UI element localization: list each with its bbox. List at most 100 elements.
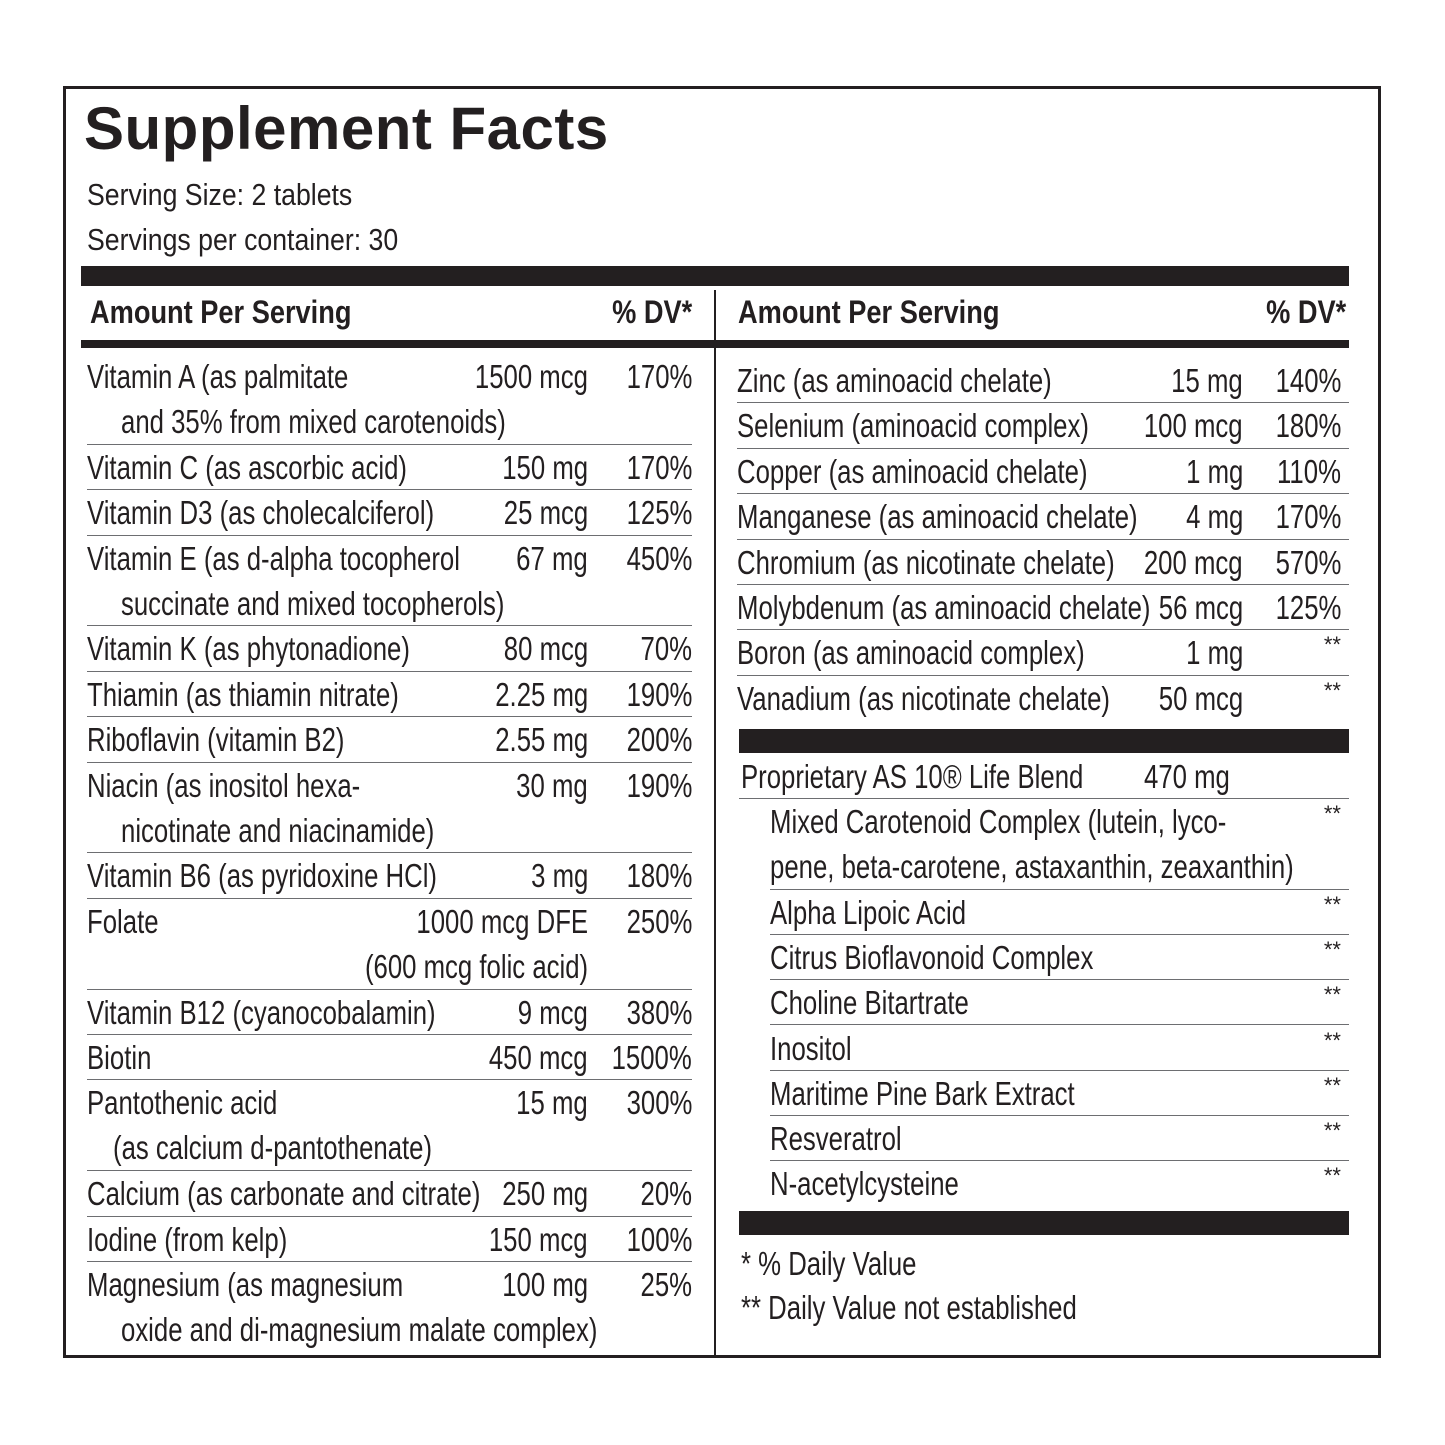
nutrient-name: Vitamin C (as ascorbic acid) xyxy=(87,448,407,486)
table-row: Manganese (as aminoacid chelate) 4 mg 170% xyxy=(737,494,1349,540)
ingredient-dv: ** xyxy=(1323,891,1341,917)
nutrient-amount: 2.25 mg xyxy=(494,675,588,713)
nutrient-name: Vitamin A (as palmitate xyxy=(87,358,349,395)
table-row: Folate 1000 mcg DFE (600 mcg folic acid) 25… xyxy=(87,899,692,990)
blend-ingredient-row: Resveratrol ** xyxy=(770,1116,1349,1162)
nutrient-dv: 200% xyxy=(626,721,692,759)
blend-divider-bar xyxy=(739,729,1349,753)
ingredient-name: Citrus Bioflavonoid Complex xyxy=(770,938,1094,976)
nutrient-dv: 110% xyxy=(1277,452,1341,490)
nutrient-dv: 190% xyxy=(626,675,692,713)
supplement-facts-panel xyxy=(63,86,1381,1358)
nutrient-name: Vanadium (as nicotinate chelate) xyxy=(737,679,1110,717)
nutrient-name: Vitamin D3 (as cholecalciferol) xyxy=(87,494,435,532)
nutrient-dv: 570% xyxy=(1275,543,1341,581)
nutrient-dv: 180% xyxy=(1275,407,1341,445)
nutrient-amount: 150 mg xyxy=(502,448,588,486)
nutrient-amount: 250 mg xyxy=(502,1175,588,1213)
blend-ingredient-row: Citrus Bioflavonoid Complex ** xyxy=(770,935,1349,981)
nutrient-amount: 4 mg xyxy=(1185,498,1243,536)
nutrient-name: Zinc (as aminoacid chelate) xyxy=(737,362,1052,399)
nutrient-amount: 67 mg xyxy=(516,539,588,577)
nutrient-dv: 170% xyxy=(1275,498,1341,536)
nutrient-name-continued: succinate and mixed tocopherols) xyxy=(121,584,505,622)
blend-name: Proprietary AS 10® Life Blend xyxy=(741,758,1084,795)
table-row: Iodine (from kelp) 150 mcg 100% xyxy=(87,1217,692,1262)
nutrient-amount: 450 mcg xyxy=(489,1039,588,1076)
table-row: Vitamin B6 (as pyridoxine HCl) 3 mg 180% xyxy=(87,853,692,899)
nutrient-amount: 50 mcg xyxy=(1158,679,1243,717)
nutrient-dv: 300% xyxy=(626,1084,692,1122)
nutrient-dv: ** xyxy=(1323,632,1341,658)
nutrient-dv: 180% xyxy=(626,857,692,895)
nutrient-name: Riboflavin (vitamin B2) xyxy=(87,721,345,759)
nutrient-dv: 125% xyxy=(1275,589,1341,626)
nutrient-amount: 2.55 mg xyxy=(494,721,588,759)
nutrient-name: Boron (as aminoacid complex) xyxy=(737,634,1085,672)
serving-size: Serving Size: 2 tablets xyxy=(87,177,353,212)
table-row: Vitamin A (as palmitate and 35% from mixe… xyxy=(87,354,692,445)
left-amount-header: Amount Per Serving xyxy=(90,294,352,330)
ingredient-dv: ** xyxy=(1323,801,1341,826)
nutrient-name: Vitamin K (as phytonadione) xyxy=(87,630,410,668)
right-dv-header: % DV* xyxy=(1265,294,1346,330)
table-row: Pantothenic acid (as calcium d-pantothena… xyxy=(87,1080,692,1172)
nutrient-amount: 1500 mcg xyxy=(474,358,588,395)
nutrient-name: Biotin xyxy=(87,1039,152,1076)
table-row: Riboflavin (vitamin B2) 2.55 mg 200% xyxy=(87,717,692,763)
nutrient-dv: 140% xyxy=(1275,362,1341,399)
nutrient-name-continued: and 35% from mixed carotenoids) xyxy=(121,403,506,440)
table-row: Vitamin B12 (cyanocobalamin) 9 mcg 380% xyxy=(87,990,692,1035)
column-divider xyxy=(714,290,716,1356)
nutrient-name: Vitamin E (as d-alpha tocopherol xyxy=(87,539,460,577)
nutrient-dv: 170% xyxy=(626,358,692,395)
nutrient-dv: 100% xyxy=(626,1220,692,1258)
left-column-header: Amount Per Serving % DV* xyxy=(90,292,692,332)
table-row: Magnesium (as magnesium oxide and di-magn… xyxy=(87,1262,692,1353)
table-row: Vanadium (as nicotinate chelate) 50 mcg ** xyxy=(737,676,1349,721)
blend-amount: 470 mg xyxy=(1144,758,1230,795)
table-row: Selenium (aminoacid complex) 100 mcg 180% xyxy=(737,403,1349,449)
blend-ingredient-row: N-acetylcysteine ** xyxy=(770,1161,1349,1206)
table-row: Vitamin E (as d-alpha tocopherol succinat… xyxy=(87,536,692,627)
nutrient-name: Iodine (from kelp) xyxy=(87,1220,288,1258)
ingredient-dv: ** xyxy=(1323,1072,1341,1098)
nutrient-amount: 25 mcg xyxy=(503,494,588,532)
blend-ingredient-row: Inositol ** xyxy=(770,1026,1349,1071)
nutrient-dv: 250% xyxy=(626,902,692,940)
servings-per-container: Servings per container: 30 xyxy=(87,222,399,257)
nutrient-name: Manganese (as aminoacid chelate) xyxy=(737,498,1138,536)
table-row: Molybdenum (as aminoacid chelate) 56 mcg 1… xyxy=(737,585,1349,631)
ingredient-name: Mixed Carotenoid Complex (lutein, lyco- xyxy=(770,803,1227,840)
ingredient-dv: ** xyxy=(1323,1118,1341,1144)
table-row: Biotin 450 mcg 1500% xyxy=(87,1035,692,1081)
nutrient-dv: 70% xyxy=(640,630,692,668)
nutrient-amount: 1 mg xyxy=(1185,452,1243,490)
table-row: Zinc (as aminoacid chelate) 15 mg 140% xyxy=(737,358,1349,404)
table-row: Thiamin (as thiamin nitrate) 2.25 mg 190% xyxy=(87,672,692,718)
blend-ingredient-row: Choline Bitartrate ** xyxy=(770,980,1349,1026)
nutrient-amount: 80 mcg xyxy=(503,630,588,668)
ingredient-dv: ** xyxy=(1323,1027,1341,1053)
nutrient-name: Folate xyxy=(87,902,159,940)
nutrient-dv: 450% xyxy=(626,539,692,577)
table-row: Chromium (as nicotinate chelate) 200 mcg 5… xyxy=(737,540,1349,585)
blend-ingredient-row: Maritime Pine Bark Extract ** xyxy=(770,1071,1349,1117)
nutrient-dv: 1500% xyxy=(611,1039,692,1076)
right-column-header: Amount Per Serving % DV* xyxy=(738,292,1346,332)
nutrient-name-continued: (as calcium d-pantothenate) xyxy=(113,1129,433,1167)
nutrient-amount: 100 mg xyxy=(502,1266,588,1303)
nutrient-name: Magnesium (as magnesium xyxy=(87,1266,404,1303)
ingredient-name: Resveratrol xyxy=(770,1120,902,1158)
nutrient-dv: 125% xyxy=(626,494,692,532)
ingredient-name: Inositol xyxy=(770,1029,852,1067)
nutrient-name: Selenium (aminoacid complex) xyxy=(737,407,1089,445)
ingredient-name: Maritime Pine Bark Extract xyxy=(770,1074,1075,1112)
ingredient-name: N-acetylcysteine xyxy=(770,1165,959,1203)
nutrient-name: Thiamin (as thiamin nitrate) xyxy=(87,675,399,713)
nutrient-name-continued: nicotinate and niacinamide) xyxy=(121,811,435,849)
table-row: Vitamin D3 (as cholecalciferol) 25 mcg 125… xyxy=(87,490,692,536)
nutrient-dv: 25% xyxy=(640,1266,692,1303)
nutrient-amount: 200 mcg xyxy=(1144,543,1243,581)
nutrient-name: Niacin (as inositol hexa- xyxy=(87,766,361,804)
